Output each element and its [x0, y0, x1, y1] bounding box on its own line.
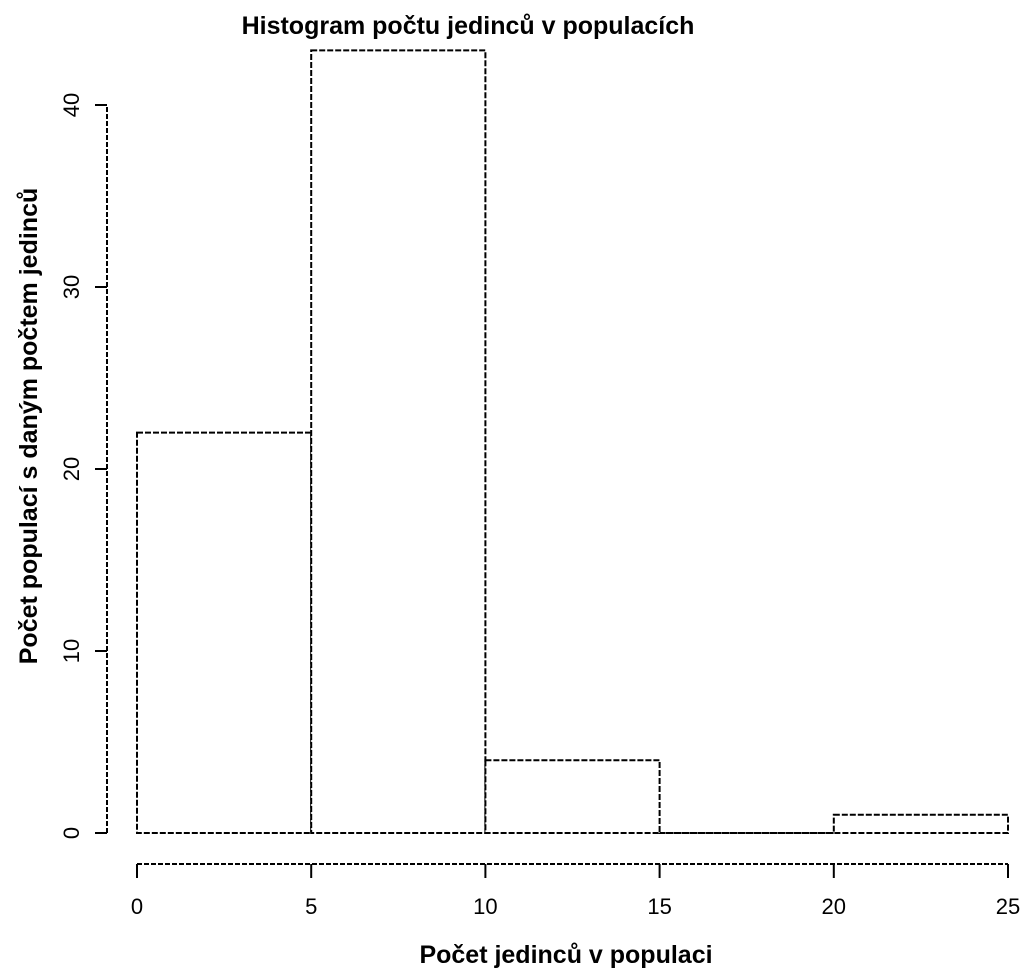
x-tick-label-15: 15	[647, 894, 671, 919]
x-axis-title: Počet jedinců v populaci	[419, 941, 712, 969]
x-tick-label-0: 0	[131, 894, 143, 919]
x-tick-label-10: 10	[473, 894, 497, 919]
x-tick-label-5: 5	[305, 894, 317, 919]
histogram-bar-20-25	[832, 813, 1009, 834]
histogram-bar-10-15	[484, 759, 661, 835]
x-tick-label-25: 25	[996, 894, 1020, 919]
y-axis: 0 10 20 30 40	[59, 93, 108, 839]
y-tick-label-0: 0	[59, 827, 84, 839]
y-tick-label-40: 40	[59, 93, 84, 117]
x-axis: 0 5 10 15 20 25	[131, 863, 1020, 919]
histogram-bar-5-10	[310, 49, 487, 834]
histogram-bar-0-5	[136, 431, 313, 834]
y-axis-title: Počet populací s daným počtem jedinců	[15, 188, 43, 665]
bars-group	[136, 49, 1009, 835]
y-tick-label-20: 20	[59, 457, 84, 481]
chart-title: Histogram počtu jedinců v populacích	[242, 12, 695, 40]
y-tick-label-10: 10	[59, 639, 84, 663]
x-tick-label-20: 20	[822, 894, 846, 919]
y-tick-label-30: 30	[59, 275, 84, 299]
